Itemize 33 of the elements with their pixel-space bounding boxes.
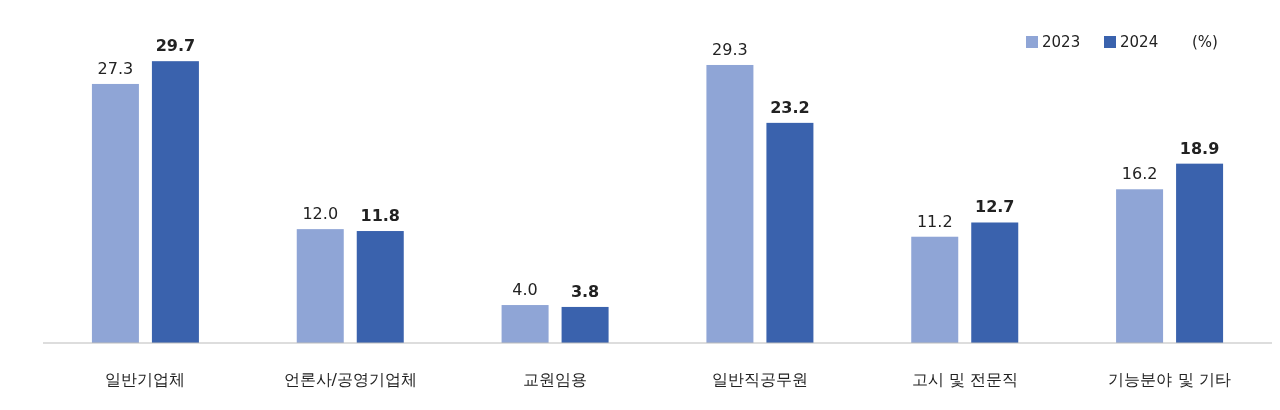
bar: [706, 64, 754, 343]
bar: [356, 231, 404, 343]
bar: [911, 236, 959, 343]
data-label: 16.2: [1121, 164, 1158, 184]
data-label: 23.2: [770, 97, 810, 117]
x-tick-label: 일반기업체: [105, 370, 186, 389]
bar: [561, 306, 609, 343]
x-tick-label: 일반직공무원: [711, 370, 808, 389]
data-label: 29.7: [155, 36, 196, 56]
data-label: 29.3: [712, 39, 748, 59]
bar: [971, 222, 1019, 343]
data-label: 11.2: [916, 211, 953, 231]
data-label: 3.8: [570, 281, 600, 301]
bar: [151, 61, 199, 343]
bar: [501, 305, 549, 343]
bar: [296, 229, 344, 343]
data-label: 12.7: [975, 197, 1015, 217]
data-label: 4.0: [512, 280, 538, 300]
text: (%): [1192, 33, 1218, 51]
x-tick-label: 기능분야 및 기타: [1108, 370, 1231, 389]
bar: [1116, 189, 1164, 343]
x-tick-label: 교원임용: [523, 370, 588, 389]
data-label: 18.9: [1179, 138, 1220, 158]
bar: [91, 83, 139, 343]
legend-label: 2023: [1042, 33, 1081, 51]
bar: [766, 122, 814, 343]
x-tick-label: 고시 및 전문직: [911, 370, 1018, 389]
x-tick-label: 언론사/공영기업체: [283, 370, 417, 389]
data-label: 11.8: [360, 206, 400, 226]
bar: [1176, 163, 1224, 343]
data-label: 12.0: [302, 204, 339, 224]
data-label: 27.3: [97, 58, 134, 78]
legend-label: 2024: [1120, 33, 1159, 51]
